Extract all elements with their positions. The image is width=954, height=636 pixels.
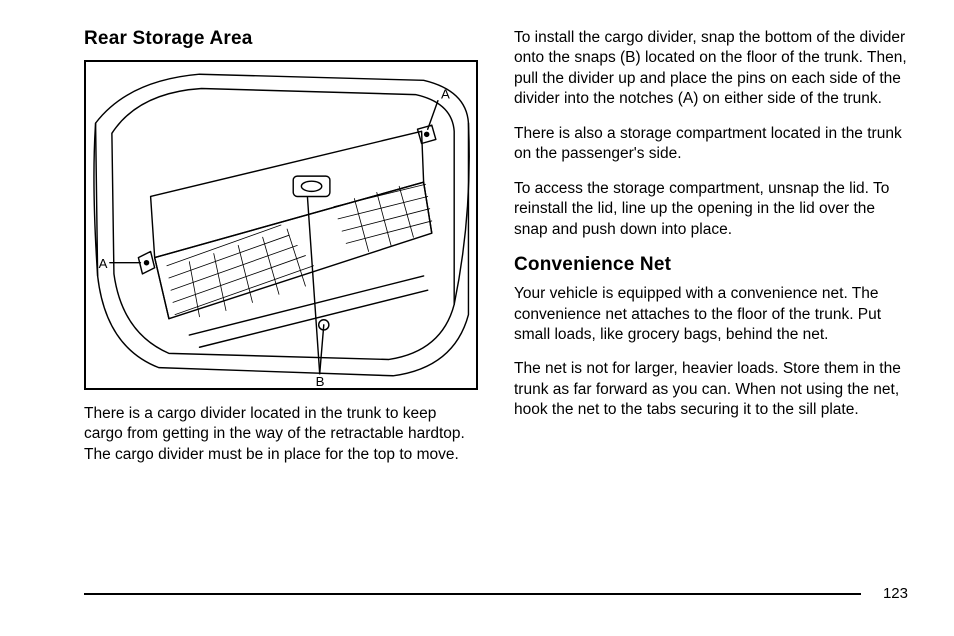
page-footer: 123 bbox=[84, 585, 908, 602]
right-para-3: To access the storage compartment, unsna… bbox=[514, 179, 908, 240]
right-para-2: There is also a storage compartment loca… bbox=[514, 124, 908, 165]
diagram-label-a-left: A bbox=[99, 256, 108, 271]
footer-rule bbox=[84, 593, 861, 595]
right-para-4: Your vehicle is equipped with a convenie… bbox=[514, 284, 908, 345]
rear-storage-heading: Rear Storage Area bbox=[84, 28, 478, 50]
page-number: 123 bbox=[883, 585, 908, 602]
right-para-5: The net is not for larger, heavier loads… bbox=[514, 359, 908, 420]
diagram-label-b: B bbox=[316, 374, 325, 388]
trunk-diagram: A A B bbox=[84, 60, 478, 390]
trunk-diagram-svg: A A B bbox=[86, 62, 476, 388]
left-column: Rear Storage Area bbox=[84, 28, 478, 479]
right-para-1: To install the cargo divider, snap the b… bbox=[514, 28, 908, 110]
two-column-layout: Rear Storage Area bbox=[84, 28, 908, 479]
convenience-net-heading: Convenience Net bbox=[514, 254, 908, 276]
diagram-label-a-right: A bbox=[441, 87, 450, 102]
right-column: To install the cargo divider, snap the b… bbox=[514, 28, 908, 479]
left-para-1: There is a cargo divider located in the … bbox=[84, 404, 478, 465]
